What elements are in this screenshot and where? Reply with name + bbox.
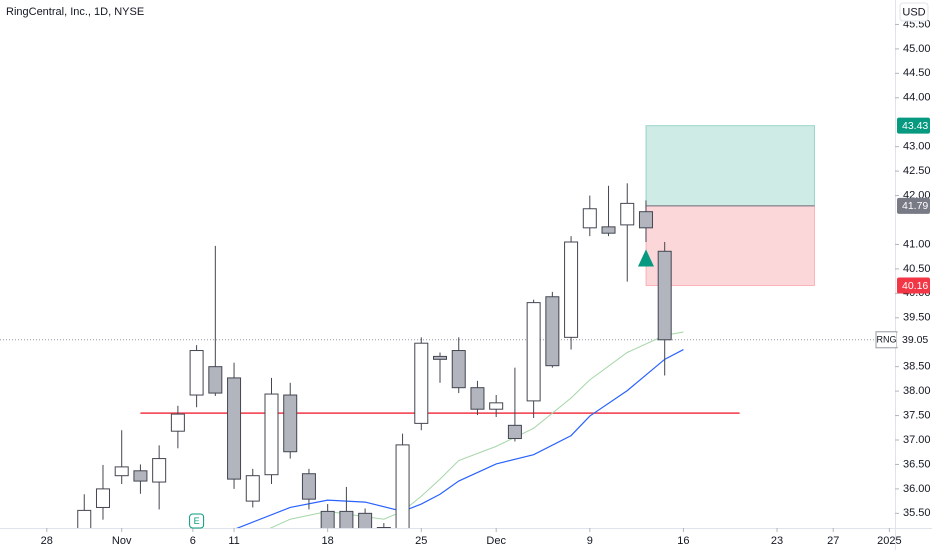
x-tick-label: Dec	[486, 535, 506, 547]
candle-body	[133, 470, 148, 482]
candle-body	[582, 208, 597, 229]
candle-body	[95, 488, 110, 508]
earnings-marker: E	[194, 516, 200, 526]
y-tick-label: 41.00	[903, 238, 931, 250]
y-tick-label: 37.50	[903, 409, 931, 421]
signal-triangle	[637, 249, 654, 267]
x-tick-label: 11	[228, 535, 239, 547]
chart-title: RingCentral, Inc., 1D, NYSE	[6, 6, 144, 18]
candle-body	[170, 413, 185, 432]
candle-body	[376, 527, 391, 528]
y-tick-label: 38.50	[903, 361, 931, 373]
y-tick-label: 37.00	[903, 434, 931, 446]
y-tick-label: 45.00	[903, 43, 931, 55]
ma-line	[236, 349, 684, 528]
candle-body	[489, 402, 504, 410]
x-tick-label: 9	[587, 535, 593, 547]
currency-box[interactable]	[899, 2, 929, 22]
entry-price-box	[897, 197, 930, 214]
entry-price: 41.79	[902, 200, 928, 212]
y-tick-label: 40.50	[903, 263, 931, 275]
currency: USD	[902, 6, 925, 18]
candle-body	[395, 444, 410, 528]
candle-body	[227, 377, 242, 480]
target-price: 43.43	[902, 120, 928, 132]
y-tick-label: 36.50	[903, 458, 931, 470]
candle-body	[301, 473, 316, 500]
y-tick-label: 38.00	[903, 385, 931, 397]
candle-body	[526, 302, 541, 402]
candle-body	[283, 394, 298, 453]
candle-body	[114, 466, 129, 477]
candle-body	[264, 393, 279, 476]
candle-body	[601, 226, 616, 234]
y-tick-label: 44.00	[903, 92, 931, 104]
y-tick-label: 39.50	[903, 312, 931, 324]
y-tick-label: 36.00	[903, 483, 931, 495]
candle-body	[451, 350, 466, 389]
x-tick-label: 27	[827, 535, 839, 547]
x-tick-label: Nov	[112, 535, 132, 547]
earnings-icon	[189, 513, 205, 529]
candle-body	[507, 424, 522, 440]
candle-body	[638, 211, 653, 229]
x-tick-label: 6	[190, 535, 196, 547]
x-tick-label: 25	[415, 535, 427, 547]
candle-body	[433, 355, 448, 360]
candle-body	[564, 241, 579, 338]
candle-body	[620, 202, 635, 226]
axes: 35.50 36.00 36.50 37.00 37.50 38.00 38.50 39.50…	[41, 18, 931, 547]
x-tick-label: 2025	[877, 535, 901, 547]
last-price: 39.05	[902, 334, 928, 346]
candle-body	[189, 350, 204, 396]
y-tick-label: 43.00	[903, 141, 931, 153]
candle-body	[77, 509, 92, 528]
x-tick-label: 18	[322, 535, 334, 547]
x-tick-label: 16	[677, 535, 689, 547]
candle-body	[320, 510, 335, 528]
target-zone	[645, 125, 815, 207]
candle-body	[414, 342, 429, 424]
x-tick-label: 23	[771, 535, 783, 547]
candle-body	[339, 510, 354, 528]
y-tick-label: 44.50	[903, 67, 931, 79]
candle-body	[545, 296, 560, 367]
stop-price-box	[897, 277, 930, 294]
candle-body	[152, 458, 167, 483]
y-tick-label: 35.50	[903, 507, 931, 519]
candle-body	[245, 475, 260, 502]
stop-price: 40.16	[902, 280, 928, 292]
candle-body	[208, 366, 223, 394]
last-price-symbol: RNG	[877, 335, 897, 345]
last-price-box	[897, 331, 930, 348]
plot-area	[0, 125, 895, 528]
candle-body	[657, 250, 672, 341]
y-tick-label: 42.50	[903, 165, 931, 177]
stop-zone	[645, 205, 815, 287]
target-price-box	[897, 117, 930, 134]
x-tick-label: 28	[41, 535, 53, 547]
candle-body	[470, 387, 485, 410]
candle-body	[358, 512, 373, 528]
